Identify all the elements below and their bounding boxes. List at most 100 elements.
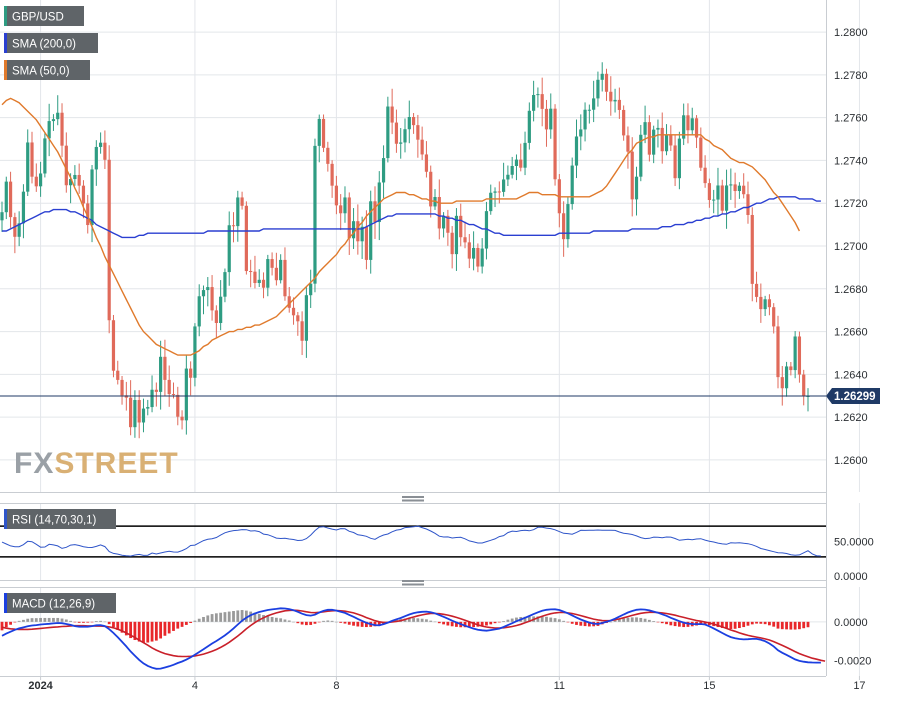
candle-body (690, 118, 694, 131)
candle-body (274, 267, 278, 281)
candle (707, 178, 711, 208)
candle (454, 208, 459, 271)
candle-body (682, 115, 686, 139)
macd-histogram-bar (802, 621, 806, 629)
candle-body (296, 315, 300, 322)
candle (583, 102, 587, 142)
candle (73, 165, 77, 186)
macd-histogram-bar (472, 621, 475, 628)
candle-body (244, 205, 248, 272)
candle-body (660, 127, 664, 152)
candle-body (64, 145, 68, 186)
candle-body (141, 408, 146, 423)
macd-axis-label: 0.0000 (834, 617, 868, 629)
candle-body (356, 221, 360, 242)
candle-body (630, 151, 634, 200)
candle (767, 294, 772, 316)
candle-body (107, 159, 111, 321)
candle-body (270, 259, 274, 268)
macd-histogram-bar (107, 621, 111, 625)
candle (476, 243, 480, 273)
macd-resize-handle[interactable] (402, 580, 424, 586)
candle-body (163, 356, 167, 380)
candle (219, 280, 223, 331)
candle (656, 119, 660, 148)
macd-histogram-bar (274, 617, 278, 622)
macd-histogram-bar (300, 621, 304, 625)
candle (660, 112, 664, 164)
macd-histogram-bar (579, 621, 583, 626)
candle-body (699, 137, 703, 168)
candle-body (664, 135, 669, 152)
candle-body (802, 374, 806, 396)
macd-histogram-bar (129, 621, 133, 639)
macd-histogram-bar (124, 621, 128, 636)
macd-histogram-bar (652, 621, 656, 622)
candle (754, 271, 759, 303)
candle (377, 171, 381, 241)
candle-body (767, 299, 772, 308)
candle (137, 390, 141, 439)
macd-histogram-bar (343, 621, 347, 624)
candle-body (703, 167, 707, 184)
macd-histogram-bar (626, 617, 630, 622)
candle (514, 154, 519, 181)
macd-histogram-bar (798, 621, 801, 630)
legend-macd[interactable]: MACD (12,26,9) (4, 593, 116, 613)
candle (566, 196, 570, 248)
candle (334, 175, 339, 215)
macd-histogram-bar (103, 621, 107, 623)
macd-histogram-bar (137, 621, 141, 642)
candle (8, 171, 13, 228)
macd-histogram-bar (112, 621, 115, 628)
candle (176, 386, 180, 426)
candle-body (596, 79, 600, 99)
candle-body (544, 108, 549, 130)
candle (729, 168, 733, 200)
macd-signal-line (1, 609, 826, 662)
candle-body (797, 336, 802, 375)
price-axis-label: 1.2720 (834, 198, 868, 210)
candle-body (124, 395, 128, 398)
candle (154, 382, 158, 407)
macd-histogram-bar (429, 620, 433, 622)
candle-body (613, 99, 617, 102)
candle (120, 375, 124, 405)
candle-body (720, 185, 724, 211)
candle (261, 272, 266, 299)
macd-histogram-bar (120, 621, 124, 633)
date-axis-label: 15 (703, 680, 715, 692)
candle (99, 132, 103, 154)
rsi-resize-handle[interactable] (402, 496, 424, 502)
candle (43, 132, 47, 178)
candle-body (369, 201, 373, 260)
macd-histogram-bar (94, 621, 98, 622)
legend-sma50[interactable]: SMA (50,0) (4, 60, 90, 80)
candle-body (283, 259, 287, 297)
macd-histogram-bar (630, 617, 634, 622)
candle (227, 211, 231, 286)
macd-histogram-bar (202, 616, 205, 622)
candle-body (673, 145, 677, 179)
macd-histogram-bar (39, 617, 42, 622)
candle (253, 255, 257, 289)
candle-body (236, 197, 240, 227)
legend-symbol[interactable]: GBP/USD (4, 6, 84, 26)
macd-histogram-bar (64, 619, 68, 622)
candle (557, 174, 561, 228)
candle-body (77, 174, 81, 186)
candle-body (617, 99, 621, 110)
date-axis-label: 8 (333, 680, 339, 692)
svg-text:FXSTREET: FXSTREET (14, 447, 179, 480)
candle (394, 109, 399, 153)
candle-body (193, 326, 197, 378)
candle-body (351, 221, 356, 239)
candle-body (17, 223, 21, 237)
macd-histogram-bar (313, 621, 317, 624)
legend-rsi[interactable]: RSI (14,70,30,1) (4, 509, 116, 529)
candle (13, 212, 17, 254)
macd-histogram-bar (73, 621, 77, 623)
candle-body (467, 242, 471, 259)
legend-sma200[interactable]: SMA (200,0) (4, 33, 98, 53)
candle-body (321, 118, 326, 148)
